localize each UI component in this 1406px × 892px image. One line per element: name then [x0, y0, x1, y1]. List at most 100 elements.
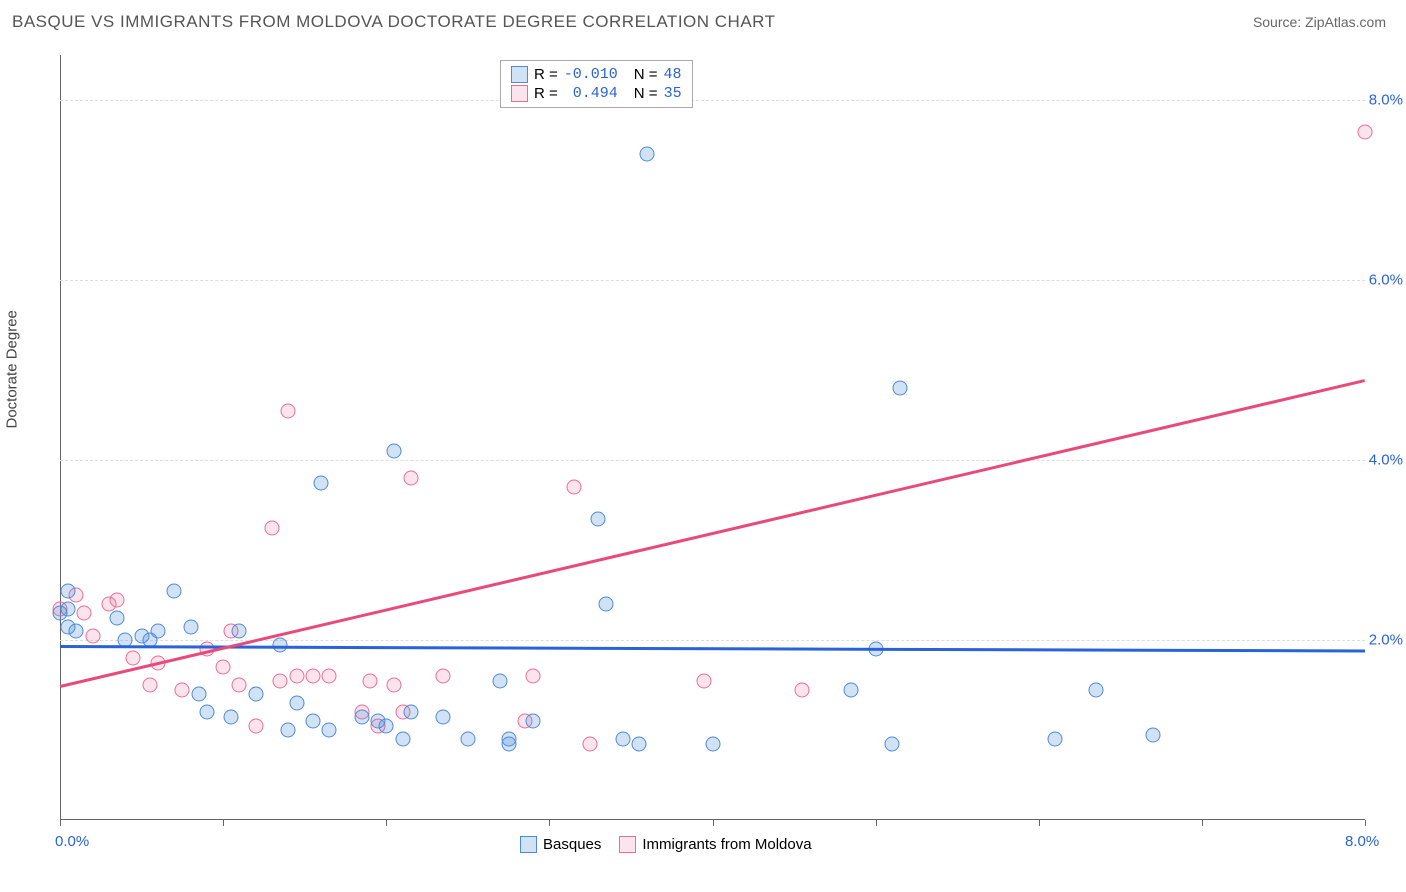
- scatter-point: [322, 669, 337, 684]
- n-value-pink: 35: [664, 85, 682, 102]
- trend-line-blue: [60, 645, 1365, 652]
- scatter-point: [705, 736, 720, 751]
- scatter-point: [126, 651, 141, 666]
- scatter-point: [183, 619, 198, 634]
- legend-swatch-pink: [619, 836, 636, 853]
- x-tick-mark: [713, 820, 714, 826]
- scatter-point: [436, 669, 451, 684]
- scatter-point: [322, 723, 337, 738]
- chart-plot-area: 2.0%4.0%6.0%8.0% 0.0%8.0% R = -0.010 N =…: [60, 55, 1365, 820]
- scatter-point: [632, 736, 647, 751]
- x-tick-mark: [60, 820, 61, 826]
- scatter-point: [387, 444, 402, 459]
- gridline: [60, 280, 1365, 281]
- scatter-point: [232, 678, 247, 693]
- x-tick-mark: [386, 820, 387, 826]
- r-label: R =: [534, 66, 558, 83]
- series-legend: Basques Immigrants from Moldova: [520, 836, 812, 853]
- scatter-point: [314, 475, 329, 490]
- legend-row-moldova: R = 0.494 N = 35: [511, 84, 682, 103]
- x-tick-mark: [223, 820, 224, 826]
- scatter-point: [191, 687, 206, 702]
- scatter-point: [379, 718, 394, 733]
- r-value-blue: -0.010: [564, 66, 618, 83]
- legend-swatch-blue: [520, 836, 537, 853]
- scatter-point: [69, 624, 84, 639]
- x-tick-label: 8.0%: [1345, 833, 1379, 850]
- scatter-point: [85, 628, 100, 643]
- r-label: R =: [534, 85, 558, 102]
- scatter-point: [501, 736, 516, 751]
- scatter-point: [167, 583, 182, 598]
- scatter-point: [224, 709, 239, 724]
- trend-line-pink: [60, 379, 1366, 687]
- legend-item-basques: Basques: [520, 836, 601, 853]
- scatter-point: [273, 637, 288, 652]
- scatter-point: [795, 682, 810, 697]
- scatter-point: [1145, 727, 1160, 742]
- scatter-point: [305, 714, 320, 729]
- scatter-point: [436, 709, 451, 724]
- x-tick-label: 0.0%: [55, 833, 89, 850]
- scatter-point: [142, 678, 157, 693]
- y-tick-label: 6.0%: [1369, 272, 1403, 289]
- scatter-point: [110, 610, 125, 625]
- legend-label-basques: Basques: [543, 836, 601, 853]
- scatter-point: [615, 732, 630, 747]
- scatter-point: [460, 732, 475, 747]
- n-value-blue: 48: [664, 66, 682, 83]
- scatter-point: [248, 718, 263, 733]
- scatter-point: [893, 381, 908, 396]
- source-attribution: Source: ZipAtlas.com: [1253, 14, 1386, 30]
- legend-swatch-blue: [511, 66, 528, 83]
- legend-swatch-pink: [511, 85, 528, 102]
- x-tick-mark: [876, 820, 877, 826]
- scatter-point: [289, 696, 304, 711]
- scatter-point: [1088, 682, 1103, 697]
- legend-item-moldova: Immigrants from Moldova: [619, 836, 811, 853]
- scatter-point: [281, 403, 296, 418]
- scatter-point: [281, 723, 296, 738]
- scatter-point: [232, 624, 247, 639]
- scatter-point: [697, 673, 712, 688]
- y-axis-label: Doctorate Degree: [4, 310, 21, 428]
- gridline: [60, 460, 1365, 461]
- scatter-point: [289, 669, 304, 684]
- scatter-point: [265, 520, 280, 535]
- n-label: N =: [634, 66, 658, 83]
- scatter-point: [61, 583, 76, 598]
- scatter-point: [403, 471, 418, 486]
- scatter-point: [884, 736, 899, 751]
- n-label: N =: [634, 85, 658, 102]
- scatter-point: [583, 736, 598, 751]
- x-tick-mark: [1365, 820, 1366, 826]
- scatter-point: [526, 714, 541, 729]
- scatter-point: [175, 682, 190, 697]
- y-axis-line: [60, 55, 61, 820]
- scatter-point: [640, 147, 655, 162]
- scatter-point: [403, 705, 418, 720]
- legend-row-basques: R = -0.010 N = 48: [511, 65, 682, 84]
- scatter-point: [395, 732, 410, 747]
- scatter-point: [216, 660, 231, 675]
- scatter-point: [566, 480, 581, 495]
- scatter-point: [591, 511, 606, 526]
- x-tick-mark: [549, 820, 550, 826]
- scatter-point: [599, 597, 614, 612]
- scatter-point: [199, 705, 214, 720]
- scatter-point: [493, 673, 508, 688]
- y-tick-label: 4.0%: [1369, 452, 1403, 469]
- chart-title: BASQUE VS IMMIGRANTS FROM MOLDOVA DOCTOR…: [12, 12, 776, 32]
- scatter-point: [110, 592, 125, 607]
- scatter-point: [526, 669, 541, 684]
- scatter-point: [354, 709, 369, 724]
- x-tick-mark: [1202, 820, 1203, 826]
- scatter-point: [1358, 124, 1373, 139]
- scatter-point: [387, 678, 402, 693]
- scatter-point: [362, 673, 377, 688]
- y-tick-label: 2.0%: [1369, 632, 1403, 649]
- scatter-point: [248, 687, 263, 702]
- scatter-point: [77, 606, 92, 621]
- scatter-point: [305, 669, 320, 684]
- r-value-pink: 0.494: [564, 85, 618, 102]
